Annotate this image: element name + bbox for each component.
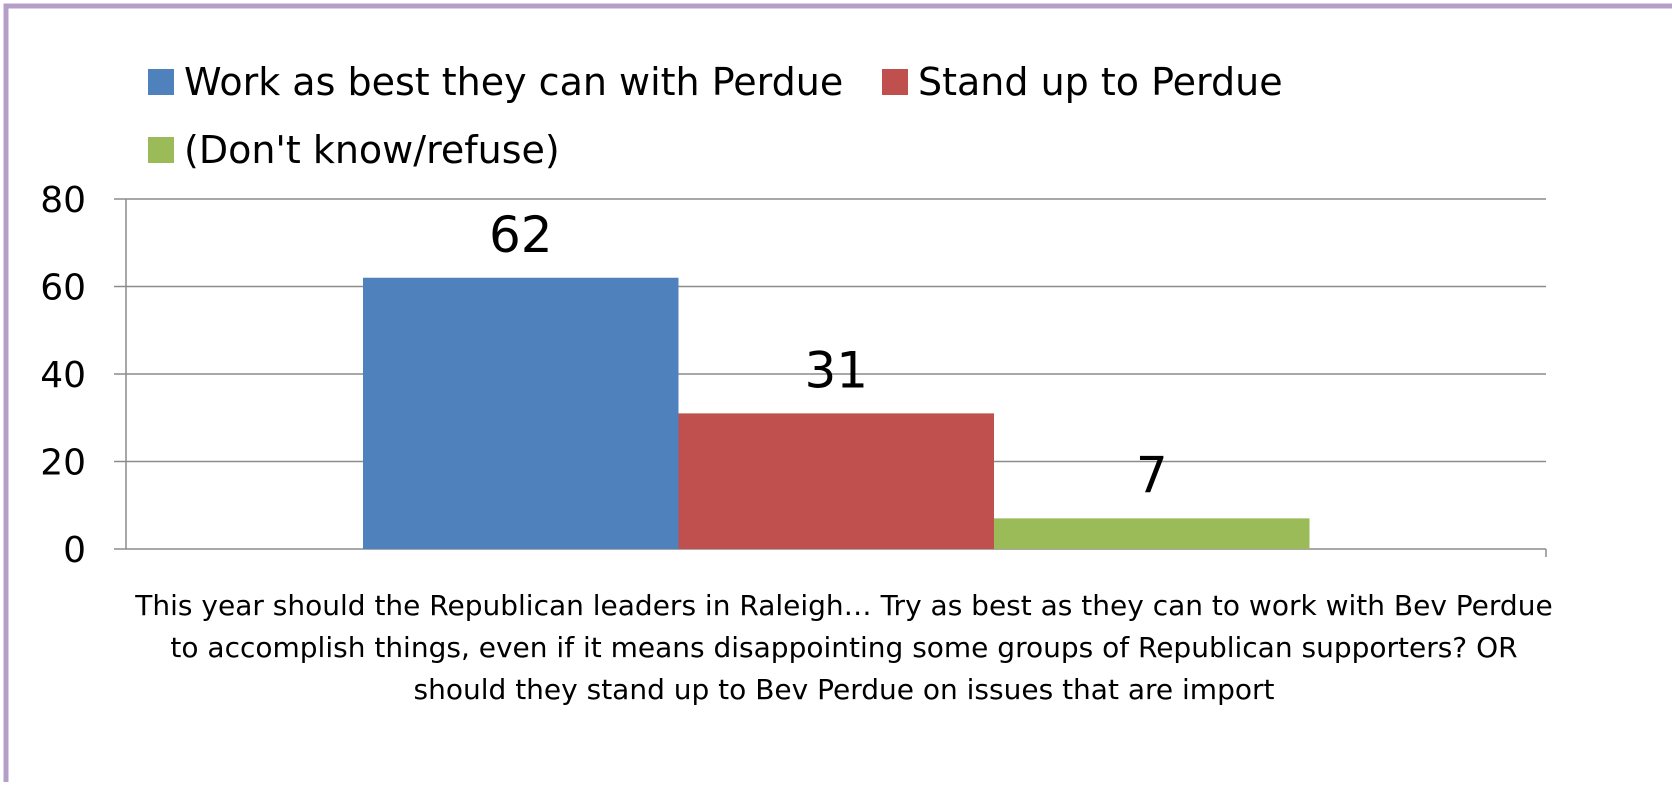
legend: Work as best they can with Perdue Stand u… (148, 60, 1283, 172)
data-label-work-as-best-they-can-with-perdue: 62 (489, 206, 553, 264)
y-tick-label: 20 (40, 443, 86, 484)
category-label-line: This year should the Republican leaders … (134, 589, 1552, 622)
category-label-line: to accomplish things, even if it means d… (170, 631, 1517, 664)
legend-label: (Don't know/refuse) (184, 128, 560, 172)
legend-swatch (148, 137, 174, 163)
y-tick-label: 80 (40, 180, 86, 221)
legend-swatch (148, 69, 174, 95)
legend-label: Stand up to Perdue (918, 60, 1283, 104)
bar-stand-up-to-perdue (679, 413, 995, 549)
y-tick-label: 0 (63, 530, 86, 571)
bar-don-t-know-refuse (994, 518, 1310, 549)
legend-swatch (882, 69, 908, 95)
y-tick-label: 60 (40, 268, 86, 309)
legend-label: Work as best they can with Perdue (184, 60, 843, 104)
category-label: This year should the Republican leaders … (134, 589, 1552, 706)
category-label-line: should they stand up to Bev Perdue on is… (414, 673, 1275, 706)
y-tick-label: 40 (40, 355, 86, 396)
bars (363, 278, 1310, 549)
data-label-don-t-know-refuse: 7 (1136, 446, 1168, 504)
bar-work-as-best-they-can-with-perdue (363, 278, 679, 549)
data-label-stand-up-to-perdue: 31 (804, 341, 868, 399)
